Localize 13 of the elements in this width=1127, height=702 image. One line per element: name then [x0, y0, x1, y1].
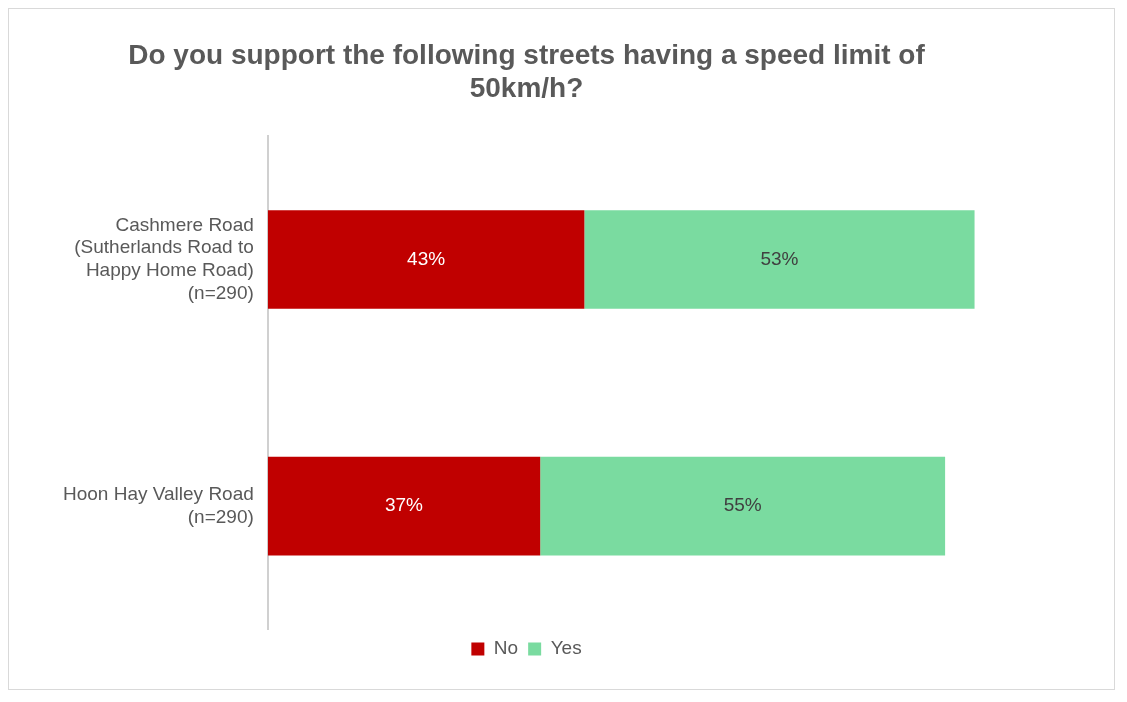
- data-label: 55%: [723, 494, 762, 516]
- chart-title: Do you support the following streets having a speed limit of 50km/h?: [128, 38, 926, 104]
- legend-label: Yes: [550, 637, 582, 659]
- data-label: 37%: [384, 494, 424, 516]
- legend-label: No: [493, 637, 519, 659]
- y-tick-label: Hoon Hay Valley Road (n=290): [62, 482, 254, 527]
- data-label: 43%: [407, 247, 446, 269]
- bar: [540, 456, 946, 556]
- bar: [584, 210, 975, 309]
- data-label: 53%: [760, 247, 799, 269]
- y-tick-label: Cashmere Road (Sutherlands Road to Happy Home Road) (n=290): [74, 213, 254, 303]
- bar: [267, 210, 585, 309]
- bar: [267, 456, 541, 556]
